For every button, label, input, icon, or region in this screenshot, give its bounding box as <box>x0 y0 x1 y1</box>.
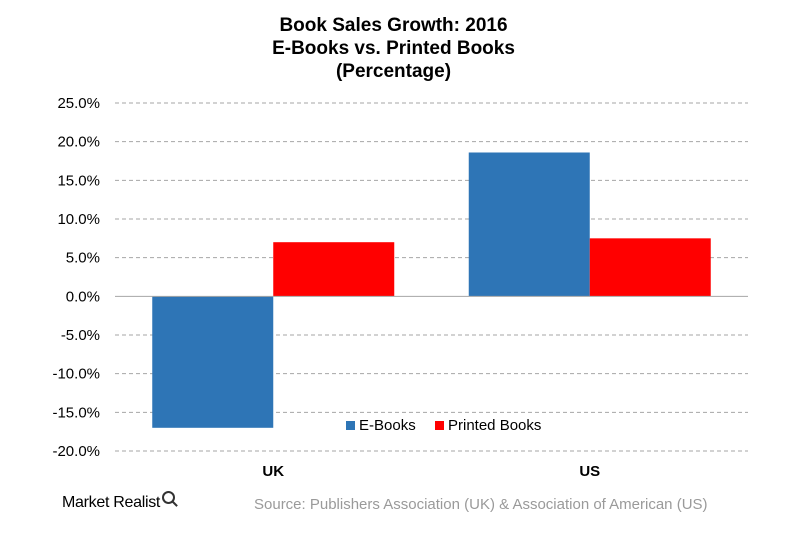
y-tick-label: 20.0% <box>57 134 100 151</box>
x-tick-label: UK <box>262 463 284 480</box>
brand-logo: Market Realist <box>62 491 176 512</box>
y-tick-label: -5.0% <box>61 327 100 344</box>
y-tick-label: -20.0% <box>52 443 100 460</box>
legend-label: E-Books <box>359 417 416 434</box>
magnifier-icon <box>162 491 176 504</box>
chart-title-line-1: Book Sales Growth: 2016 <box>279 15 508 36</box>
source-note: Source: Publishers Association (UK) & As… <box>254 496 708 513</box>
bar-printed-books-uk <box>273 242 395 297</box>
legend-swatch <box>346 421 355 430</box>
chart-title-line-2: E-Books vs. Printed Books <box>272 38 515 59</box>
y-tick-label: 25.0% <box>57 95 100 112</box>
bar-printed-books-us <box>589 238 711 297</box>
legend-swatch <box>435 421 444 430</box>
y-tick-label: 10.0% <box>57 211 100 228</box>
bar-e-books-uk <box>152 296 274 428</box>
y-tick-label: -15.0% <box>52 404 100 421</box>
y-tick-label: 15.0% <box>57 172 100 189</box>
bar-e-books-us <box>468 152 590 297</box>
y-tick-label: 5.0% <box>66 250 100 267</box>
chart-title: Book Sales Growth: 2016 E-Books vs. Prin… <box>0 14 787 83</box>
legend-label: Printed Books <box>448 417 541 434</box>
brand-name: Market Realist <box>62 494 161 511</box>
x-tick-label: US <box>579 463 600 480</box>
y-tick-label: 0.0% <box>66 288 100 305</box>
chart-title-line-3: (Percentage) <box>335 61 452 82</box>
y-tick-label: -10.0% <box>52 366 100 383</box>
